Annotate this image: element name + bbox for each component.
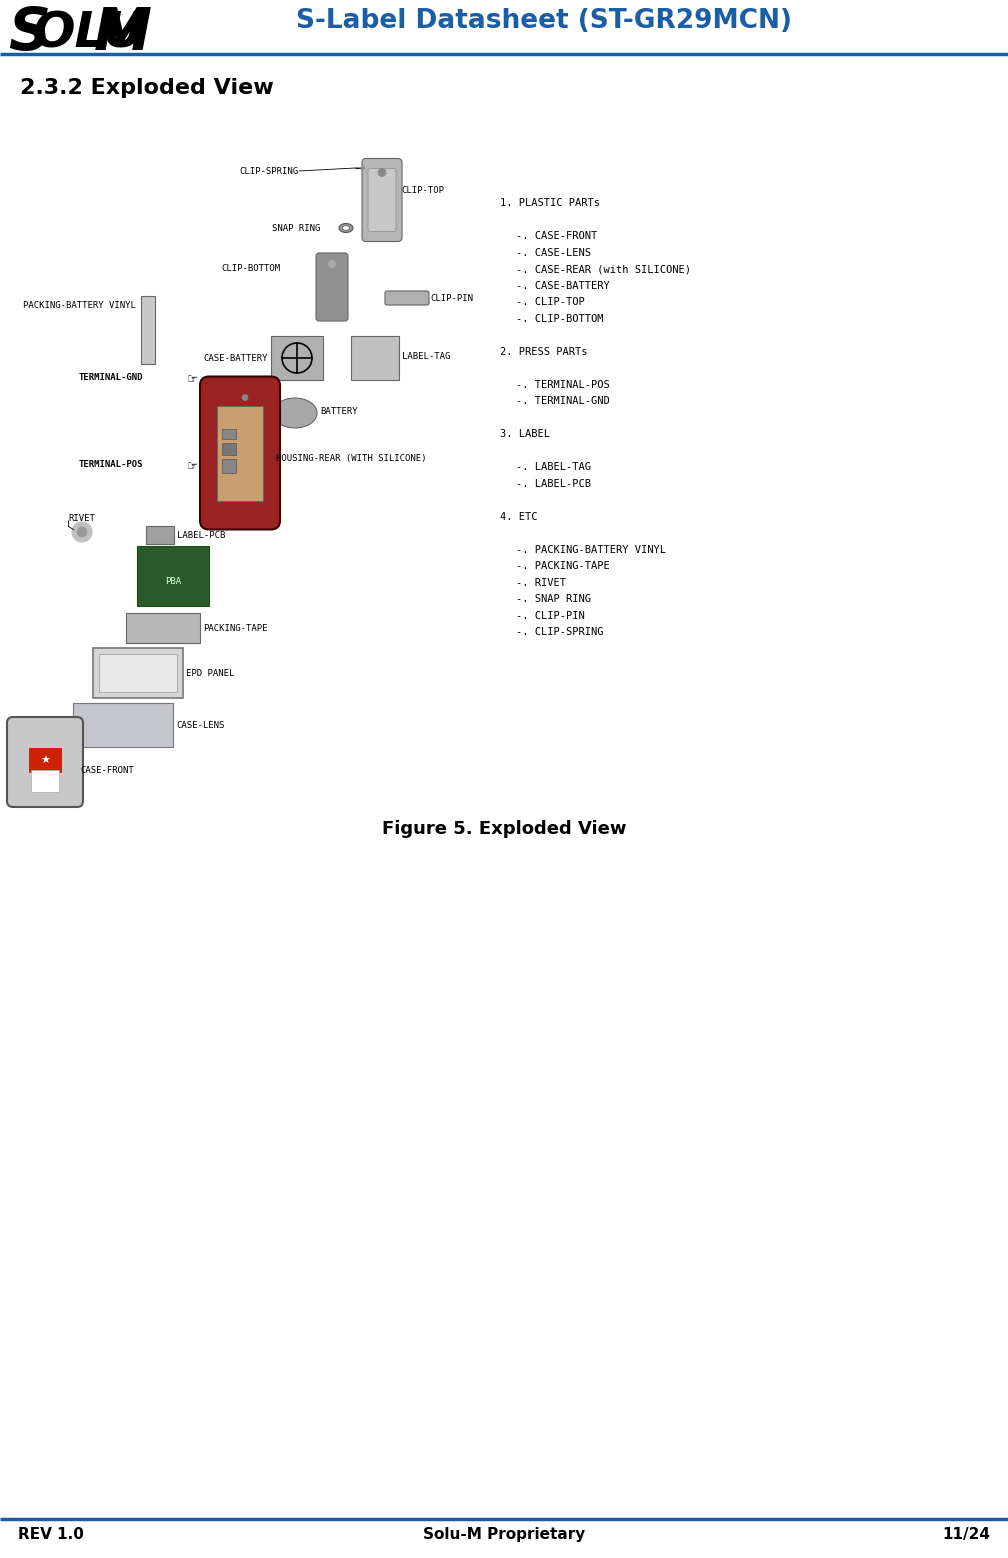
Text: -. PACKING-BATTERY VINYL: -. PACKING-BATTERY VINYL <box>516 544 666 555</box>
Text: 4. ETC: 4. ETC <box>500 511 537 522</box>
Bar <box>29 748 61 773</box>
FancyBboxPatch shape <box>385 291 429 305</box>
Text: -. CLIP-BOTTOM: -. CLIP-BOTTOM <box>516 313 604 324</box>
Bar <box>222 460 236 474</box>
Bar <box>217 405 263 500</box>
Text: OLU: OLU <box>32 9 144 58</box>
Bar <box>126 612 200 643</box>
FancyBboxPatch shape <box>200 377 280 530</box>
Text: LABEL-TAG: LABEL-TAG <box>402 352 451 360</box>
Text: Solu-M Proprietary: Solu-M Proprietary <box>423 1527 585 1542</box>
Text: CASE-FRONT: CASE-FRONT <box>80 765 134 774</box>
Text: 11/24: 11/24 <box>942 1527 990 1542</box>
Text: -. CASE-LENS: -. CASE-LENS <box>516 248 591 257</box>
Bar <box>99 654 177 692</box>
Text: Figure 5. Exploded View: Figure 5. Exploded View <box>382 820 626 838</box>
Circle shape <box>77 527 87 538</box>
Text: BATTERY: BATTERY <box>320 407 358 416</box>
Bar <box>146 527 174 544</box>
Text: 2. PRESS PARTs: 2. PRESS PARTs <box>500 346 588 357</box>
Text: 2.3.2 Exploded View: 2.3.2 Exploded View <box>20 78 274 98</box>
Text: EPD PANEL: EPD PANEL <box>186 668 235 678</box>
Text: M: M <box>94 5 152 62</box>
Circle shape <box>378 168 386 176</box>
Text: CLIP-PIN: CLIP-PIN <box>430 293 473 302</box>
Bar <box>222 442 236 455</box>
Text: -. SNAP RING: -. SNAP RING <box>516 594 591 605</box>
Circle shape <box>72 522 92 542</box>
Text: -. CLIP-PIN: -. CLIP-PIN <box>516 611 585 620</box>
Text: CLIP-SPRING: CLIP-SPRING <box>239 167 298 176</box>
FancyBboxPatch shape <box>316 252 348 321</box>
Bar <box>137 545 209 606</box>
Ellipse shape <box>273 397 317 428</box>
Text: 1. PLASTIC PARTs: 1. PLASTIC PARTs <box>500 198 600 209</box>
Text: -. RIVET: -. RIVET <box>516 578 566 587</box>
Ellipse shape <box>343 226 350 231</box>
Circle shape <box>329 260 336 268</box>
Text: TERMINAL-GND: TERMINAL-GND <box>79 372 143 382</box>
FancyBboxPatch shape <box>7 717 83 807</box>
FancyBboxPatch shape <box>368 168 396 232</box>
FancyBboxPatch shape <box>362 159 402 241</box>
Bar <box>73 703 173 746</box>
Bar <box>271 337 323 380</box>
Bar <box>351 337 399 380</box>
Text: -. CLIP-TOP: -. CLIP-TOP <box>516 298 585 307</box>
Text: S-Label Datasheet (ST-GR29MCN): S-Label Datasheet (ST-GR29MCN) <box>296 8 792 34</box>
Text: 3. LABEL: 3. LABEL <box>500 428 550 439</box>
Text: -. LABEL-TAG: -. LABEL-TAG <box>516 463 591 472</box>
Text: ★: ★ <box>40 756 50 767</box>
Text: SNAP RING: SNAP RING <box>271 223 320 232</box>
Text: PBA: PBA <box>165 576 181 586</box>
Text: CASE-LENS: CASE-LENS <box>176 720 225 729</box>
Bar <box>222 428 236 439</box>
Text: -. CLIP-SPRING: -. CLIP-SPRING <box>516 626 604 637</box>
Bar <box>93 648 183 698</box>
Text: -. CASE-BATTERY: -. CASE-BATTERY <box>516 280 610 290</box>
Circle shape <box>242 394 248 400</box>
Text: -. TERMINAL-GND: -. TERMINAL-GND <box>516 396 610 407</box>
Text: S: S <box>8 5 50 62</box>
Text: REV 1.0: REV 1.0 <box>18 1527 84 1542</box>
Text: ☞: ☞ <box>186 461 198 474</box>
Text: -. PACKING-TAPE: -. PACKING-TAPE <box>516 561 610 570</box>
Text: -. CASE-REAR (with SILICONE): -. CASE-REAR (with SILICONE) <box>516 263 691 274</box>
Text: -. CASE-FRONT: -. CASE-FRONT <box>516 231 598 241</box>
Ellipse shape <box>339 223 353 232</box>
Bar <box>31 770 59 791</box>
Text: ☞: ☞ <box>186 374 198 386</box>
Text: -. TERMINAL-POS: -. TERMINAL-POS <box>516 380 610 390</box>
Text: PACKING-BATTERY VINYL: PACKING-BATTERY VINYL <box>23 301 136 310</box>
Text: TERMINAL-POS: TERMINAL-POS <box>79 460 143 469</box>
Text: HOUSING-REAR (WITH SILICONE): HOUSING-REAR (WITH SILICONE) <box>276 453 426 463</box>
Text: CLIP-TOP: CLIP-TOP <box>401 185 444 195</box>
Bar <box>141 296 155 365</box>
Text: PACKING-TAPE: PACKING-TAPE <box>203 623 267 633</box>
Text: -. LABEL-PCB: -. LABEL-PCB <box>516 478 591 489</box>
Text: CASE-BATTERY: CASE-BATTERY <box>204 354 268 363</box>
Text: RIVET: RIVET <box>68 514 95 522</box>
Text: CLIP-BOTTOM: CLIP-BOTTOM <box>222 263 281 273</box>
Text: LABEL-PCB: LABEL-PCB <box>177 531 226 539</box>
